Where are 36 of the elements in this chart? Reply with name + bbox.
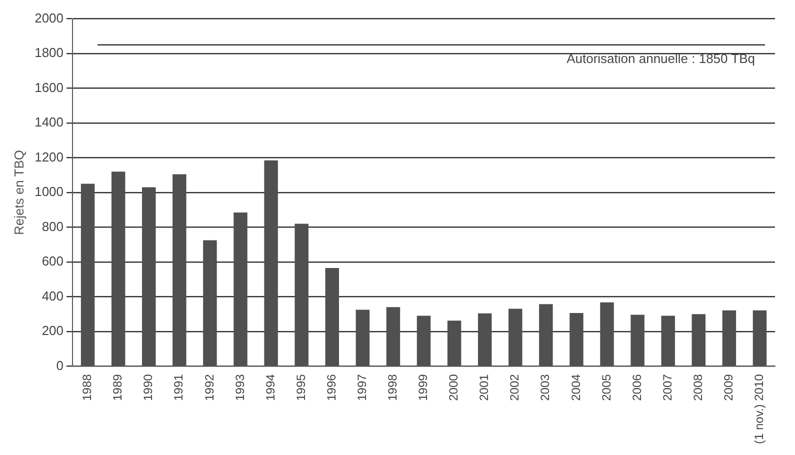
y-tick-label: 1400 xyxy=(34,114,64,130)
x-tick-label: 2005 xyxy=(599,374,614,401)
y-tick-label: 800 xyxy=(42,218,64,234)
ref-line-label: Autorisation annuelle : 1850 TBq xyxy=(566,50,755,66)
y-tick-label: 1000 xyxy=(34,184,64,200)
x-tick-label: 1990 xyxy=(141,374,156,401)
y-axis-title: Rejets en TBQ xyxy=(11,150,26,236)
x-tick-label: 1995 xyxy=(294,374,308,401)
x-tick-label: 2000 xyxy=(446,374,461,401)
x-tick-label: 2007 xyxy=(660,374,674,401)
y-tick-label: 1800 xyxy=(34,45,64,60)
y-tick-label: 600 xyxy=(42,254,64,269)
x-tick-label: 1994 xyxy=(263,374,278,401)
x-tick-label: 1998 xyxy=(386,374,400,401)
x-tick-label: 1988 xyxy=(80,374,94,401)
x-tick-label: 2009 xyxy=(722,374,736,401)
x-tick-label: 2002 xyxy=(508,374,522,401)
x-tick-label: 1996 xyxy=(324,374,338,401)
y-tick-label: 1200 xyxy=(34,149,64,164)
y-tick-label: 0 xyxy=(56,358,64,373)
x-tick-label: 1997 xyxy=(354,374,369,401)
x-tick-label: 2004 xyxy=(568,374,583,401)
x-tick-label: (1 nov.) 2010 xyxy=(752,374,766,444)
y-tick-label: 2000 xyxy=(34,10,64,26)
y-tick-label: 200 xyxy=(42,323,64,338)
x-tick-label: 1993 xyxy=(232,374,247,401)
x-tick-label: 1992 xyxy=(202,374,216,401)
y-tick-label: 1600 xyxy=(34,80,64,95)
y-tick-label: 400 xyxy=(42,288,64,304)
x-tick-label: 2003 xyxy=(538,374,552,401)
x-tick-label: 2006 xyxy=(630,374,644,401)
x-tick-label: 2008 xyxy=(690,374,705,401)
x-tick-label: 2001 xyxy=(477,374,492,401)
x-tick-label: 1991 xyxy=(172,374,186,401)
x-tick-label: 1989 xyxy=(110,374,125,401)
x-tick-label: 1999 xyxy=(416,374,430,401)
